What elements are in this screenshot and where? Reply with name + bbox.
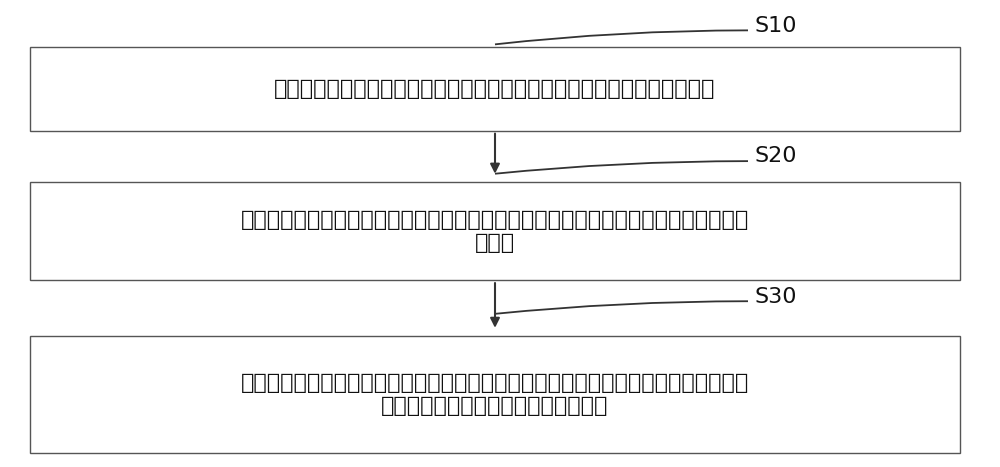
Text: S10: S10 [755,16,798,35]
Text: S20: S20 [755,147,798,166]
Text: 判断所述理论最佳角度是否处于在所述实际角度的基础上转动所述最大转动角度的角度
范围内: 判断所述理论最佳角度是否处于在所述实际角度的基础上转动所述最大转动角度的角度 范… [241,210,749,253]
FancyBboxPatch shape [30,336,960,453]
Text: S30: S30 [755,287,798,306]
Text: 若是，则在所述实际角度的基础上转动所述光伏跟踪支架，以使所述光伏跟踪支架转动
后的所述实际角度为所述理论最佳角度: 若是，则在所述实际角度的基础上转动所述光伏跟踪支架，以使所述光伏跟踪支架转动 后… [241,373,749,416]
FancyBboxPatch shape [30,182,960,280]
FancyBboxPatch shape [30,47,960,131]
Text: 确定当前时刻所述光伏跟踪支架的实际角度、最大转动角度和理论最佳角度: 确定当前时刻所述光伏跟踪支架的实际角度、最大转动角度和理论最佳角度 [274,79,716,99]
